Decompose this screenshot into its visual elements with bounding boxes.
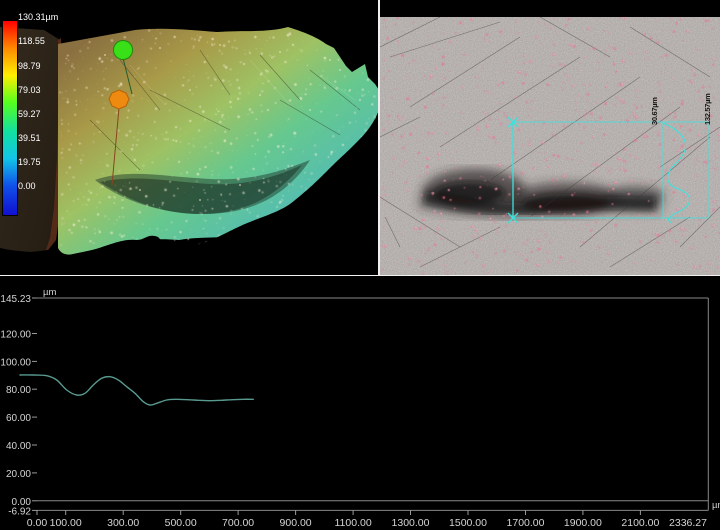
svg-text:900.00: 900.00 (280, 517, 312, 529)
svg-text:-6.92: -6.92 (8, 506, 31, 517)
svg-text:2100.00: 2100.00 (621, 517, 659, 529)
svg-text:µm: µm (43, 287, 56, 298)
svg-text:100.00: 100.00 (0, 357, 31, 368)
svg-text:1900.00: 1900.00 (564, 517, 602, 529)
svg-text:1700.00: 1700.00 (507, 517, 545, 529)
svg-text:60.00: 60.00 (6, 413, 31, 424)
svg-text:2336.27: 2336.27 (669, 517, 707, 529)
svg-text:1100.00: 1100.00 (335, 517, 372, 529)
svg-text:145.23: 145.23 (0, 294, 31, 305)
svg-text:700.00: 700.00 (222, 517, 254, 529)
svg-text:120.00: 120.00 (0, 330, 31, 341)
svg-text:µm: µm (712, 500, 720, 511)
svg-text:500.00: 500.00 (165, 517, 197, 529)
svg-text:1300.00: 1300.00 (392, 517, 430, 529)
svg-text:0.00: 0.00 (27, 517, 48, 529)
svg-text:100.00: 100.00 (50, 517, 82, 529)
svg-text:300.00: 300.00 (107, 517, 139, 529)
svg-text:40.00: 40.00 (6, 441, 31, 452)
svg-text:1500.00: 1500.00 (449, 517, 487, 529)
svg-text:20.00: 20.00 (6, 469, 31, 480)
svg-text:80.00: 80.00 (6, 385, 31, 396)
